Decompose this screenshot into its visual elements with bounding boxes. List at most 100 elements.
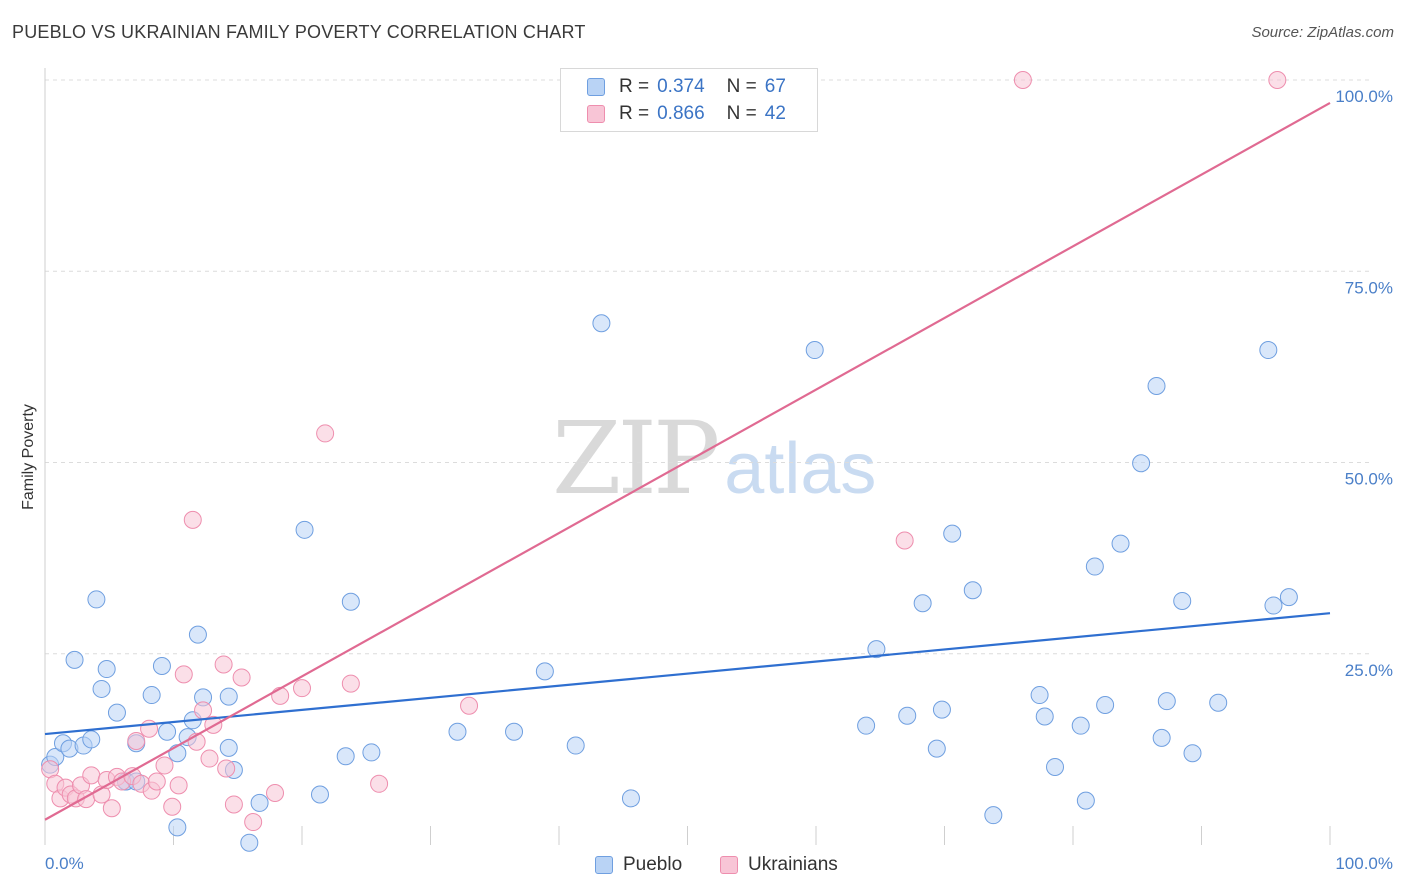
pueblo-point bbox=[1071, 716, 1090, 735]
ukrainians-point bbox=[460, 696, 479, 715]
ukrainians-legend-label: Ukrainians bbox=[748, 854, 838, 875]
ukrainians-point bbox=[244, 813, 263, 832]
pueblo-point bbox=[1096, 696, 1115, 715]
pueblo-point bbox=[188, 625, 207, 644]
pueblo-point bbox=[505, 722, 524, 741]
pueblo-point bbox=[219, 738, 238, 757]
n-value: 67 bbox=[764, 76, 786, 97]
pueblo-point bbox=[805, 341, 824, 360]
pueblo-point bbox=[535, 662, 554, 681]
ukrainians-legend-swatch bbox=[720, 856, 738, 874]
pueblo-point bbox=[1152, 728, 1171, 747]
r-value: 0.866 bbox=[657, 103, 705, 124]
pueblo-point bbox=[168, 744, 187, 763]
pueblo-point bbox=[152, 656, 171, 675]
ukrainians-point bbox=[147, 772, 166, 791]
ukrainians-point bbox=[194, 701, 213, 720]
ukrainians-point bbox=[169, 776, 188, 795]
ukrainians-point bbox=[214, 655, 233, 674]
y-tick-label: 75.0% bbox=[1345, 278, 1393, 297]
pueblo-point bbox=[362, 743, 381, 762]
pueblo-point bbox=[1076, 791, 1095, 810]
pueblo-trend-line bbox=[44, 612, 1331, 736]
pueblo-point bbox=[142, 686, 161, 705]
pueblo-point bbox=[1259, 341, 1278, 360]
ukrainians-point bbox=[102, 799, 121, 818]
legend-item-pueblo[interactable]: Pueblo bbox=[595, 852, 682, 878]
ukrainians-point bbox=[293, 679, 311, 698]
pueblo-point bbox=[913, 594, 932, 613]
pueblo-swatch bbox=[587, 78, 605, 96]
ukrainians-point bbox=[163, 797, 182, 816]
n-label: N = bbox=[726, 76, 757, 97]
r-label: R = bbox=[619, 103, 650, 124]
pueblo-point bbox=[1085, 557, 1104, 576]
legend-item-ukrainians[interactable]: Ukrainians bbox=[720, 852, 838, 878]
stats-legend-row-ukrainians: R = 0.866 N = 42 bbox=[587, 101, 786, 127]
pueblo-point bbox=[65, 650, 84, 669]
y-tick-label: 25.0% bbox=[1345, 661, 1393, 680]
ukrainians-point bbox=[232, 668, 251, 687]
n-value: 42 bbox=[764, 103, 786, 124]
pueblo-point bbox=[107, 703, 126, 722]
pueblo-point bbox=[857, 716, 876, 735]
chart-source: Source: ZipAtlas.com bbox=[1251, 24, 1394, 41]
pueblo-point bbox=[219, 687, 238, 706]
pueblo-point bbox=[87, 590, 106, 609]
pueblo-point bbox=[1030, 686, 1049, 705]
pueblo-point bbox=[240, 833, 259, 852]
pueblo-point bbox=[1147, 377, 1166, 395]
pueblo-point bbox=[1046, 757, 1065, 776]
n-label: N = bbox=[726, 103, 757, 124]
pueblo-point bbox=[250, 793, 269, 812]
ukrainians-point bbox=[217, 759, 236, 778]
x-tick-label: 100.0% bbox=[1335, 854, 1393, 873]
pueblo-point bbox=[92, 679, 111, 698]
y-tick-label: 100.0% bbox=[1335, 87, 1393, 106]
pueblo-legend-swatch bbox=[595, 856, 613, 874]
ukrainians-point bbox=[183, 510, 202, 529]
pueblo-point bbox=[1279, 588, 1298, 607]
stats-legend: R = 0.374 N = 67 R = 0.866 N = 42 bbox=[560, 68, 818, 132]
ukrainians-point bbox=[1268, 71, 1287, 89]
ukrainians-point bbox=[271, 686, 290, 705]
pueblo-point bbox=[82, 730, 101, 749]
x-tick-label: 0.0% bbox=[45, 854, 84, 873]
pueblo-point bbox=[1209, 693, 1228, 712]
ukrainians-point bbox=[155, 756, 174, 775]
y-tick-label: 50.0% bbox=[1345, 470, 1393, 489]
pueblo-point bbox=[566, 736, 585, 755]
ukrainians-point bbox=[82, 766, 101, 785]
ukrainians-point bbox=[174, 665, 193, 684]
pueblo-point bbox=[1264, 596, 1283, 615]
ukrainians-point bbox=[224, 795, 243, 814]
pueblo-point bbox=[932, 700, 951, 719]
ukrainians-swatch bbox=[587, 105, 605, 123]
pueblo-point bbox=[448, 722, 467, 741]
y-axis-title: Family Poverty bbox=[20, 404, 37, 510]
ukrainians-point bbox=[370, 774, 389, 793]
ukrainians-trend-line bbox=[44, 101, 1331, 821]
pueblo-point bbox=[621, 789, 640, 808]
ukrainians-point bbox=[200, 749, 219, 768]
ukrainians-point bbox=[266, 783, 285, 802]
ukrainians-point bbox=[1013, 71, 1032, 89]
pueblo-point bbox=[1111, 534, 1130, 553]
stats-legend-row-pueblo: R = 0.374 N = 67 bbox=[587, 74, 786, 100]
pueblo-point bbox=[168, 818, 187, 837]
pueblo-legend-label: Pueblo bbox=[623, 854, 683, 875]
pueblo-point bbox=[97, 660, 116, 679]
pueblo-point bbox=[592, 314, 611, 333]
chart-title: PUEBLO VS UKRAINIAN FAMILY POVERTY CORRE… bbox=[12, 22, 586, 42]
pueblo-point bbox=[867, 640, 886, 659]
pueblo-point bbox=[295, 520, 314, 539]
pueblo-point bbox=[341, 592, 360, 611]
pueblo-point bbox=[158, 722, 177, 741]
r-value: 0.374 bbox=[657, 76, 705, 97]
pueblo-point bbox=[898, 706, 917, 725]
pueblo-point bbox=[984, 806, 1003, 825]
pueblo-point bbox=[1183, 744, 1202, 763]
pueblo-point bbox=[1035, 707, 1054, 726]
pueblo-point bbox=[336, 747, 355, 766]
